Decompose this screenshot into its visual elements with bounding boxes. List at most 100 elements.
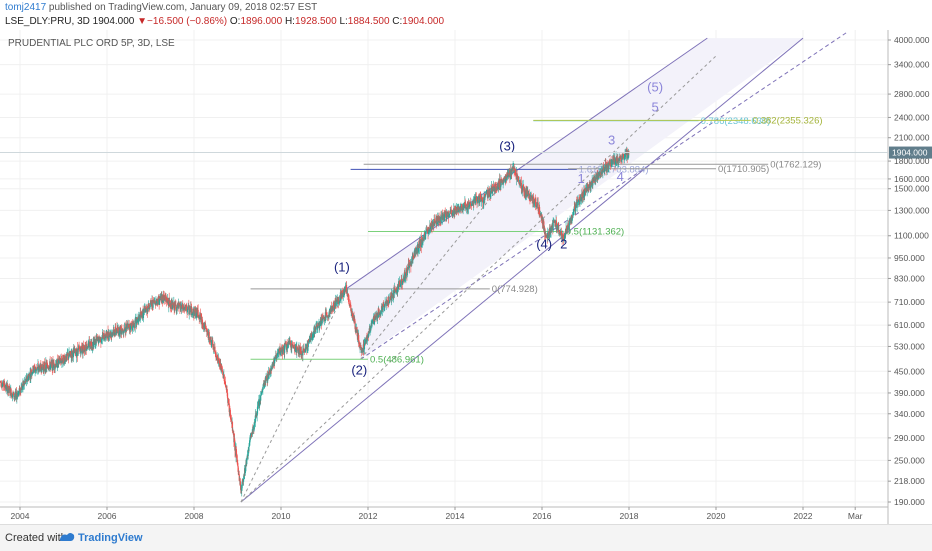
candle-body (1, 384, 4, 387)
candle-body (112, 329, 115, 335)
candle-body (34, 367, 36, 372)
candle-body (274, 357, 276, 359)
candle-body (503, 179, 505, 181)
candle-body (417, 244, 419, 252)
candle-body (41, 363, 43, 368)
candle-body (576, 201, 578, 208)
candle-body (552, 222, 554, 231)
candle-body (305, 346, 307, 349)
chart-title: PRUDENTIAL PLC ORD 5P, 3D, LSE (8, 38, 175, 49)
candle-body (323, 318, 325, 321)
candle-body (217, 358, 219, 362)
candle-body (375, 316, 377, 320)
candle-body (69, 351, 72, 354)
candle-body (452, 212, 454, 214)
candle-body (343, 290, 345, 296)
candle-body (569, 220, 571, 222)
candle-body (291, 343, 293, 349)
candle-body (60, 358, 62, 361)
candle-body (19, 389, 21, 394)
candle-body (385, 299, 388, 303)
candle-body (537, 210, 540, 212)
y-tick-label: 2400.000 (894, 112, 930, 122)
candle-body (318, 322, 320, 328)
candle-body (105, 333, 107, 337)
candle-body (466, 208, 468, 210)
candle-body (539, 213, 541, 215)
candle-body (237, 466, 239, 472)
candle-body (328, 312, 330, 317)
candle-body (344, 287, 347, 291)
candle-body (36, 370, 38, 372)
candle-body (613, 158, 615, 160)
last-price-label: 1904.000 (892, 148, 928, 158)
candle-body (571, 218, 573, 221)
candle-body (587, 185, 589, 187)
candle-body (254, 415, 256, 423)
candle-body (145, 307, 147, 311)
candle-body (408, 263, 410, 266)
candle-body (472, 204, 474, 206)
candle-body (272, 364, 274, 366)
candle-body (296, 346, 298, 353)
candle-body (128, 323, 130, 329)
candle-body (185, 305, 187, 307)
candle-body (105, 336, 107, 338)
candle-body (408, 263, 411, 268)
candle-body (621, 155, 624, 156)
candle-body (144, 307, 146, 309)
wave-label: (3) (499, 138, 515, 153)
candle-body (165, 299, 167, 300)
x-tick-label: 2008 (185, 511, 204, 521)
candle-body (388, 301, 391, 303)
candle-body (467, 202, 470, 208)
candle-body (56, 359, 58, 368)
candle-body (500, 186, 502, 187)
candle-body (440, 216, 442, 223)
candle-body (571, 215, 573, 221)
candle-body (517, 176, 519, 181)
candle-body (8, 387, 10, 389)
candle-body (365, 339, 367, 344)
candle-body (215, 357, 217, 360)
candle-body (138, 316, 140, 319)
candle-body (91, 345, 93, 348)
candle-body (383, 306, 386, 308)
candle-body (600, 173, 603, 175)
candle-body (598, 172, 600, 177)
candle-body (481, 199, 483, 201)
candle-body (229, 409, 231, 413)
candle-body (429, 226, 432, 230)
candle-body (340, 293, 342, 297)
candle-body (414, 248, 416, 257)
candle-body (349, 304, 351, 306)
candle-body (196, 312, 198, 318)
candle-body (520, 182, 522, 189)
candle-body (20, 387, 22, 393)
candle-body (535, 206, 537, 208)
candle-body (467, 207, 469, 210)
candle-body (38, 369, 40, 370)
candle-body (69, 353, 71, 356)
candle-body (144, 310, 147, 313)
candle-body (139, 312, 142, 316)
candle-body (495, 186, 497, 189)
candle-body (111, 333, 113, 335)
y-tick-label: 1800.000 (894, 156, 930, 166)
candle-body (319, 325, 321, 328)
price-chart[interactable]: 0(774.928) 0.5(486.961) 0(1762.129) 0.5(113… (0, 30, 932, 524)
candle-body (626, 150, 628, 151)
author-link[interactable]: tomj2417 (5, 2, 47, 13)
candle-body (316, 327, 319, 329)
candle-body (366, 338, 368, 342)
candle-body (208, 332, 210, 341)
candle-body (142, 310, 145, 319)
candle-body (37, 366, 39, 369)
candle-body (178, 303, 180, 306)
tradingview-brand[interactable]: TradingView (78, 532, 143, 544)
candle-body (387, 303, 389, 305)
candle-body (400, 279, 403, 281)
candle-body (547, 232, 549, 239)
candle-body (212, 340, 214, 348)
y-tick-label: 610.000 (894, 320, 925, 330)
